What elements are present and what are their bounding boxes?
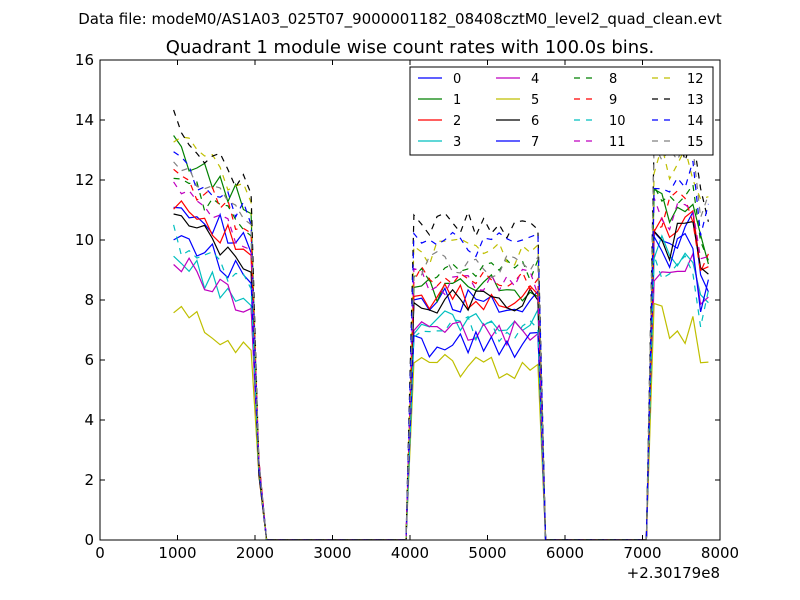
y-tick-label: 12 — [75, 171, 94, 189]
x-offset-label: +2.30179e8 — [627, 564, 720, 582]
y-tick-label: 16 — [75, 51, 94, 69]
legend-label-4: 4 — [531, 72, 539, 87]
x-tick-label: 1000 — [158, 544, 196, 562]
legend-label-15: 15 — [687, 135, 704, 150]
x-tick-label: 2000 — [236, 544, 274, 562]
x-tick-label: 6000 — [546, 544, 584, 562]
x-tick-label: 4000 — [391, 544, 429, 562]
y-tick-label: 8 — [84, 291, 94, 309]
legend-label-8: 8 — [609, 72, 617, 87]
x-tick-label: 7000 — [623, 544, 661, 562]
x-tick-label: 5000 — [468, 544, 506, 562]
ticks-layer: 0 1000 2000 3000 4000 5000 6000 7000 80000246810… — [75, 51, 739, 562]
y-tick-label: 14 — [75, 111, 94, 129]
legend-label-12: 12 — [687, 72, 704, 87]
y-tick-label: 10 — [75, 231, 94, 249]
x-tick-label: 0 — [95, 544, 105, 562]
legend-label-11: 11 — [609, 135, 626, 150]
y-tick-label: 6 — [84, 351, 94, 369]
series-layer — [173, 109, 709, 540]
legend-label-0: 0 — [453, 72, 461, 87]
y-tick-label: 2 — [84, 471, 94, 489]
legend-label-9: 9 — [609, 93, 617, 108]
legend-label-3: 3 — [453, 135, 461, 150]
y-tick-label: 4 — [84, 411, 94, 429]
y-tick-label: 0 — [84, 531, 94, 549]
legend-label-14: 14 — [687, 114, 704, 129]
legend-box — [409, 66, 714, 156]
x-tick-label: 8000 — [701, 544, 739, 562]
legend-label-13: 13 — [687, 93, 704, 108]
legend-label-1: 1 — [453, 93, 461, 108]
figure-suptitle: Data file: modeM0/AS1A03_025T07_90000011… — [78, 10, 722, 29]
x-tick-label: 3000 — [313, 544, 351, 562]
legend-label-5: 5 — [531, 93, 539, 108]
series-line-12 — [173, 136, 709, 540]
legend-label-7: 7 — [531, 135, 539, 150]
legend-label-10: 10 — [609, 114, 626, 129]
legend-label-2: 2 — [453, 114, 461, 129]
chart-title: Quadrant 1 module wise count rates with … — [166, 37, 655, 58]
legend-label-6: 6 — [531, 114, 539, 129]
